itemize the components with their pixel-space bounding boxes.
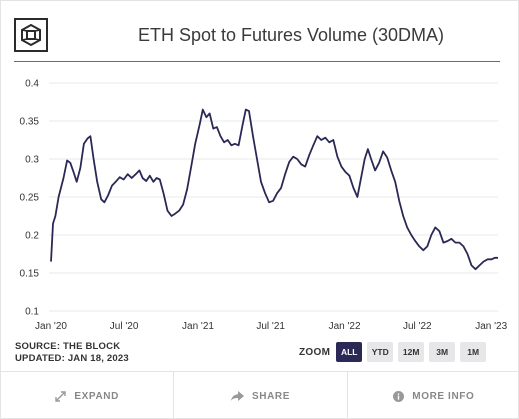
zoom-ytd-button[interactable]: YTD [367, 342, 394, 362]
share-label: SHARE [251, 390, 290, 402]
x-tick-label: Jan '22 [329, 321, 361, 332]
zoom-all-button[interactable]: ALL [336, 342, 363, 362]
expand-button[interactable]: EXPAND [1, 372, 175, 419]
grid-lines [49, 82, 498, 312]
expand-label: EXPAND [74, 390, 119, 402]
updated-text: UPDATED: JAN 18, 2023 [15, 353, 129, 364]
zoom-label: ZOOM [299, 346, 331, 358]
y-tick-label: 0.25 [20, 193, 40, 204]
series-layer [50, 108, 498, 271]
x-tick-label: Jan '21 [182, 321, 214, 332]
zoom-12m-button[interactable]: 12M [398, 342, 425, 362]
more-info-label: MORE INFO [412, 390, 475, 402]
share-icon [230, 390, 244, 402]
chart-header: ETH Spot to Futures Volume (30DMA) [1, 1, 519, 63]
title-divider [14, 61, 500, 62]
source-text: SOURCE: THE BLOCK [15, 341, 121, 352]
chart-title: ETH Spot to Futures Volume (30DMA) [137, 25, 445, 45]
expand-icon [55, 390, 67, 402]
y-tick-label: 0.3 [25, 155, 39, 166]
action-bar: EXPAND SHARE MORE INFO [1, 371, 519, 419]
chart-footnote: SOURCE: THE BLOCK UPDATED: JAN 18, 2023 [15, 341, 129, 365]
x-tick-label: Jul '21 [256, 321, 285, 332]
x-tick-label: Jul '22 [403, 321, 432, 332]
more-info-button[interactable]: MORE INFO [348, 372, 519, 419]
zoom-3m-button[interactable]: 3M [429, 342, 456, 362]
info-icon [393, 390, 405, 402]
y-tick-label: 0.4 [25, 79, 39, 90]
x-tick-label: Jul '20 [110, 321, 139, 332]
y-tick-label: 0.15 [20, 269, 40, 280]
x-tick-label: Jan '23 [475, 321, 507, 332]
logo-icon[interactable] [14, 18, 48, 52]
y-tick-label: 0.1 [25, 307, 39, 318]
share-button[interactable]: SHARE [174, 372, 348, 419]
x-axis-ticks: Jan '20 Jul '20 Jan '21 Jul '21 Jan '22 Jul '… [35, 321, 508, 332]
y-axis-ticks: 0.1 0.15 0.2 0.25 0.3 0.35 0.4 [20, 79, 40, 318]
line-chart[interactable]: 0.10.150.20.250.30.350.4 Jan '20 Jul '20 J… [1, 63, 519, 333]
zoom-controls: ZOOM ALL YTD 12M 3M 1M [299, 341, 487, 363]
y-tick-label: 0.35 [20, 117, 40, 128]
y-tick-label: 0.2 [25, 231, 39, 242]
x-tick-label: Jan '20 [35, 321, 67, 332]
zoom-1m-button[interactable]: 1M [460, 342, 487, 362]
series-line[interactable] [50, 108, 498, 271]
